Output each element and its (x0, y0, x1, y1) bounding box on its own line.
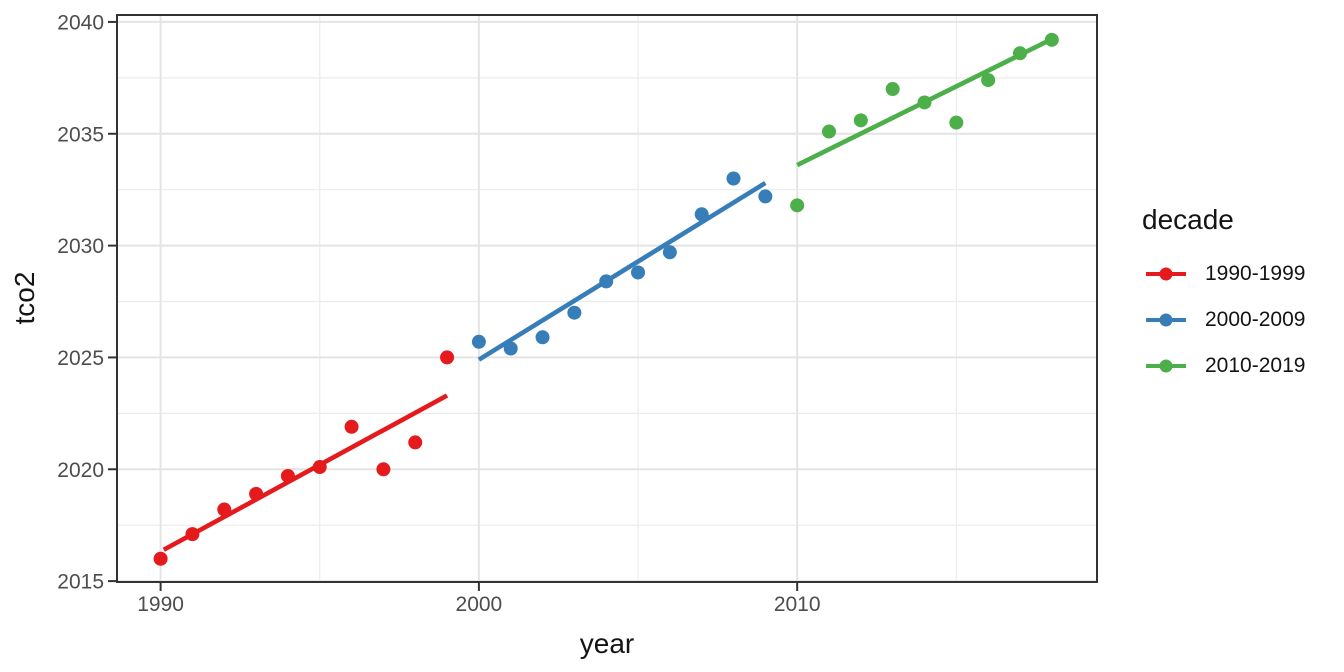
data-point-2010-2019 (885, 82, 900, 97)
data-point-2010-2019 (981, 73, 996, 88)
panel-border (116, 14, 1098, 583)
data-point-1990-1999 (344, 419, 359, 434)
data-point-2010-2019 (853, 113, 868, 128)
legend-item-label: 2000-2009 (1205, 308, 1306, 331)
x-tick-label: 2010 (774, 593, 821, 616)
data-point-1990-1999 (280, 468, 295, 483)
data-point-1990-1999 (249, 486, 264, 501)
data-point-2010-2019 (1012, 46, 1027, 61)
legend: decade 1990-1999 2000-2009 (1130, 203, 1305, 389)
data-point-2000-2009 (503, 341, 518, 356)
legend-items: 1990-1999 2000-2009 2010-2019 (1130, 251, 1305, 389)
data-point-2010-2019 (790, 198, 805, 213)
data-point-1990-1999 (408, 435, 423, 450)
data-point-2000-2009 (694, 207, 709, 222)
data-point-2000-2009 (631, 265, 646, 280)
data-point-1990-1999 (153, 551, 168, 566)
y-tick-label: 2025 (57, 347, 104, 370)
data-point-2010-2019 (949, 115, 964, 130)
data-point-2000-2009 (662, 245, 677, 260)
x-axis-title: year (579, 628, 635, 659)
data-point-1990-1999 (312, 460, 327, 475)
data-point-2000-2009 (535, 330, 550, 345)
y-tick-label: 2040 (57, 11, 104, 34)
legend-key-line-dot-icon (1146, 267, 1186, 281)
data-point-2000-2009 (758, 189, 773, 204)
y-tick-label: 2030 (57, 235, 104, 258)
data-point-2000-2009 (471, 334, 486, 349)
data-point-1990-1999 (440, 350, 455, 365)
y-axis-title: tco2 (9, 271, 40, 325)
legend-title: decade (1142, 204, 1234, 235)
data-point-2010-2019 (1044, 32, 1059, 47)
data-point-1990-1999 (217, 502, 232, 517)
x-tick-label: 2000 (456, 593, 503, 616)
data-point-1990-1999 (376, 462, 391, 477)
y-tick-label: 2035 (57, 123, 104, 146)
data-point-2000-2009 (726, 171, 741, 186)
x-tick-label: 1990 (137, 593, 184, 616)
legend-key-line-dot-icon (1146, 359, 1186, 373)
legend-item: 2010-2019 (1130, 343, 1305, 389)
trend-line-2000-2009 (477, 181, 767, 362)
legend-key-line-dot-icon (1146, 313, 1186, 327)
trend-line-1990-1999 (162, 393, 449, 552)
legend-item-label: 2010-2019 (1205, 354, 1306, 377)
data-point-2000-2009 (599, 274, 614, 289)
data-point-2010-2019 (917, 95, 932, 110)
legend-item: 2000-2009 (1130, 297, 1305, 343)
data-point-2000-2009 (567, 305, 582, 320)
legend-item: 1990-1999 (1130, 251, 1305, 297)
y-tick-label: 2015 (57, 571, 104, 594)
legend-item-label: 1990-1999 (1205, 262, 1306, 285)
data-point-2010-2019 (822, 124, 837, 139)
y-tick-label: 2020 (57, 459, 104, 482)
data-point-1990-1999 (185, 527, 200, 542)
